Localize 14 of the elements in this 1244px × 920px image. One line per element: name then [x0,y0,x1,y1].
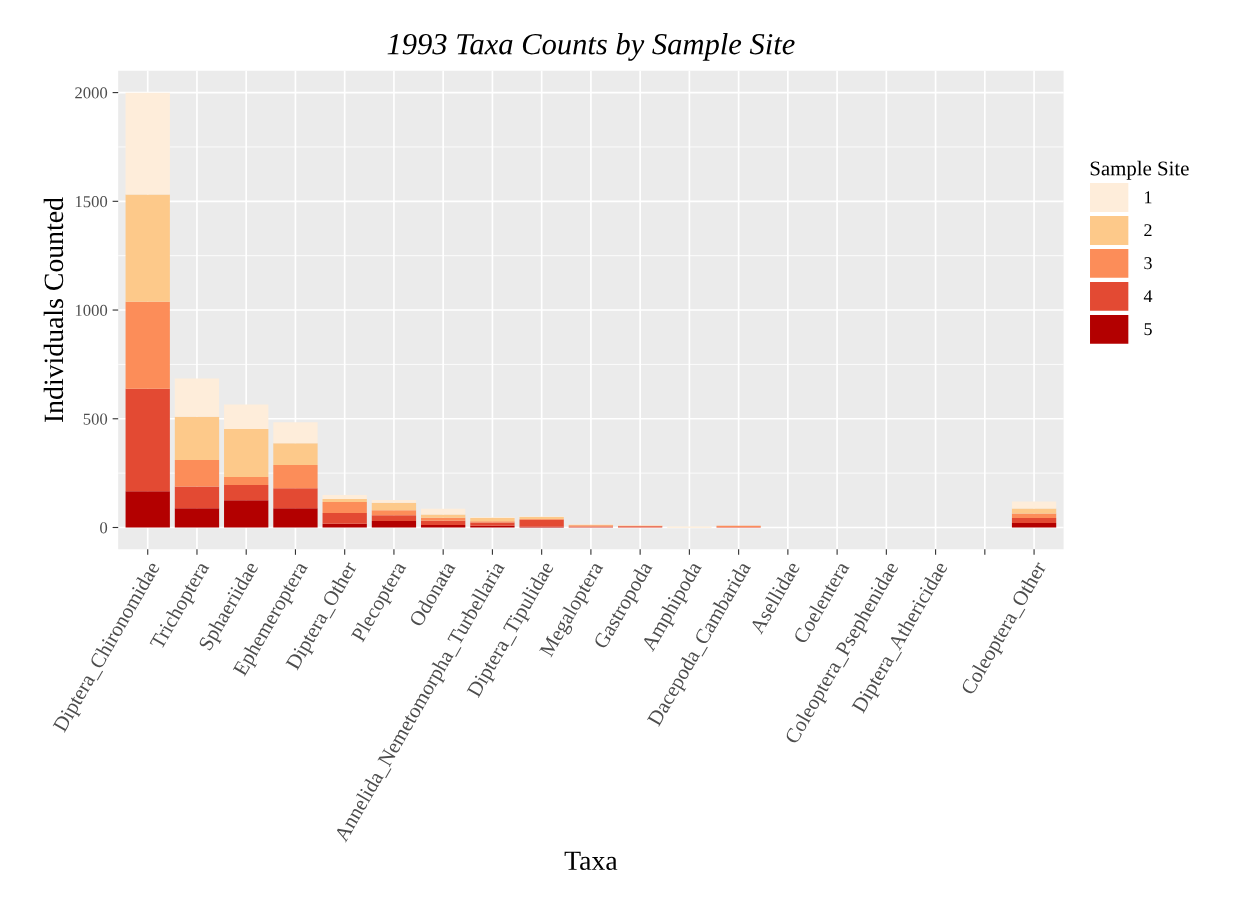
y-tick-label: 1500 [75,196,108,208]
legend-label: 3 [1144,257,1152,270]
legend-label: 2 [1144,224,1152,237]
legend-label: 4 [1143,290,1153,303]
legend-title: Sample Site [1090,160,1189,180]
legend-label: 1 [1145,191,1152,204]
y-tick-label: 1000 [75,304,108,316]
chart-title: 1993 Taxa Counts by Sample Site [387,32,795,61]
y-tick-label: 500 [83,413,108,425]
y-axis-title: Individuals Counted [43,197,64,423]
y-tick-label: 2000 [75,87,108,99]
y-tick-label: 0 [100,522,108,534]
legend-label: 5 [1144,323,1152,336]
x-axis-title: Taxa [564,851,618,871]
